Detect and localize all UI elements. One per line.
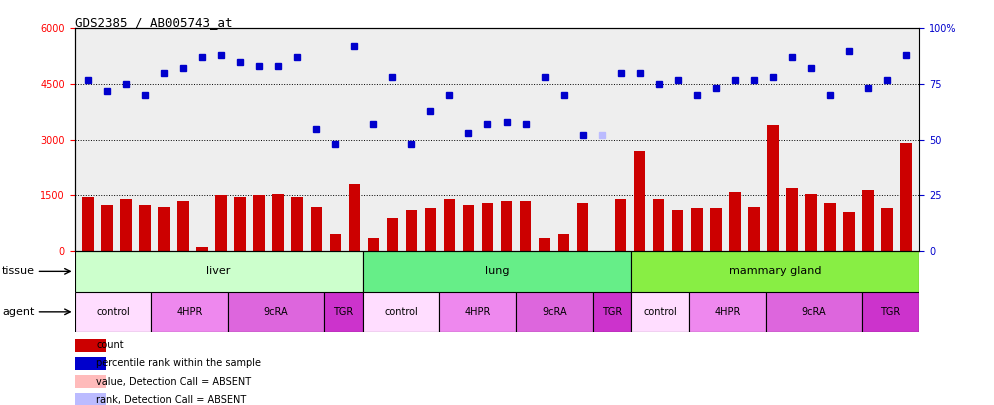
Bar xyxy=(330,234,341,251)
Bar xyxy=(672,210,684,251)
Bar xyxy=(101,205,112,251)
Bar xyxy=(516,292,593,332)
Bar xyxy=(424,209,436,251)
Bar xyxy=(310,207,322,251)
Text: percentile rank within the sample: percentile rank within the sample xyxy=(96,358,261,369)
Text: control: control xyxy=(96,307,130,317)
Bar xyxy=(387,218,398,251)
Text: 4HPR: 4HPR xyxy=(715,307,741,317)
Text: 9cRA: 9cRA xyxy=(801,307,826,317)
Bar xyxy=(843,212,855,251)
Bar xyxy=(634,151,645,251)
Bar xyxy=(75,393,106,405)
Bar xyxy=(443,199,455,251)
Bar xyxy=(691,209,703,251)
Bar xyxy=(151,292,229,332)
Bar xyxy=(901,143,911,251)
Bar xyxy=(83,197,93,251)
Text: 9cRA: 9cRA xyxy=(543,307,567,317)
Text: mammary gland: mammary gland xyxy=(730,266,822,276)
Text: liver: liver xyxy=(207,266,231,276)
Bar xyxy=(324,292,363,332)
Bar xyxy=(75,375,106,388)
Bar xyxy=(593,292,631,332)
Bar xyxy=(558,234,570,251)
Bar xyxy=(730,192,741,251)
Bar xyxy=(539,238,551,251)
Text: rank, Detection Call = ABSENT: rank, Detection Call = ABSENT xyxy=(96,395,247,405)
Bar xyxy=(363,251,631,292)
Text: lung: lung xyxy=(485,266,509,276)
Bar xyxy=(653,199,664,251)
Bar xyxy=(482,203,493,251)
Bar xyxy=(158,207,170,251)
Bar xyxy=(197,247,208,251)
Bar xyxy=(748,207,759,251)
Bar xyxy=(406,210,417,251)
Text: control: control xyxy=(643,307,677,317)
Bar xyxy=(689,292,765,332)
Bar xyxy=(631,292,689,332)
Text: 9cRA: 9cRA xyxy=(263,307,288,317)
Bar xyxy=(75,339,106,352)
Bar xyxy=(577,203,588,251)
Text: TGR: TGR xyxy=(333,307,354,317)
Bar xyxy=(463,205,474,251)
Bar xyxy=(368,238,379,251)
Bar xyxy=(862,292,919,332)
Text: 4HPR: 4HPR xyxy=(464,307,491,317)
Bar xyxy=(177,201,189,251)
Bar xyxy=(882,209,893,251)
Bar xyxy=(291,197,303,251)
Text: tissue: tissue xyxy=(2,266,35,276)
Bar xyxy=(805,194,817,251)
Bar xyxy=(139,205,151,251)
Text: control: control xyxy=(384,307,417,317)
Text: value, Detection Call = ABSENT: value, Detection Call = ABSENT xyxy=(96,377,251,387)
Bar xyxy=(216,196,227,251)
Bar xyxy=(615,199,626,251)
Text: TGR: TGR xyxy=(881,307,901,317)
Bar xyxy=(272,194,284,251)
Bar xyxy=(439,292,516,332)
Bar xyxy=(520,201,531,251)
Bar xyxy=(349,184,360,251)
Bar xyxy=(120,199,131,251)
Text: 4HPR: 4HPR xyxy=(177,307,203,317)
Text: GDS2385 / AB005743_at: GDS2385 / AB005743_at xyxy=(75,16,232,29)
Bar xyxy=(863,190,874,251)
Bar xyxy=(235,197,246,251)
Text: count: count xyxy=(96,340,124,350)
Bar xyxy=(363,292,439,332)
Bar xyxy=(75,251,363,292)
Bar xyxy=(767,125,778,251)
Bar xyxy=(501,201,512,251)
Bar xyxy=(229,292,324,332)
Bar xyxy=(253,196,264,251)
Bar xyxy=(786,188,797,251)
Bar xyxy=(710,209,722,251)
Text: TGR: TGR xyxy=(602,307,622,317)
Text: agent: agent xyxy=(2,307,35,317)
Bar xyxy=(75,357,106,370)
Bar xyxy=(75,292,151,332)
Bar xyxy=(765,292,862,332)
Bar xyxy=(824,203,836,251)
Bar xyxy=(631,251,919,292)
